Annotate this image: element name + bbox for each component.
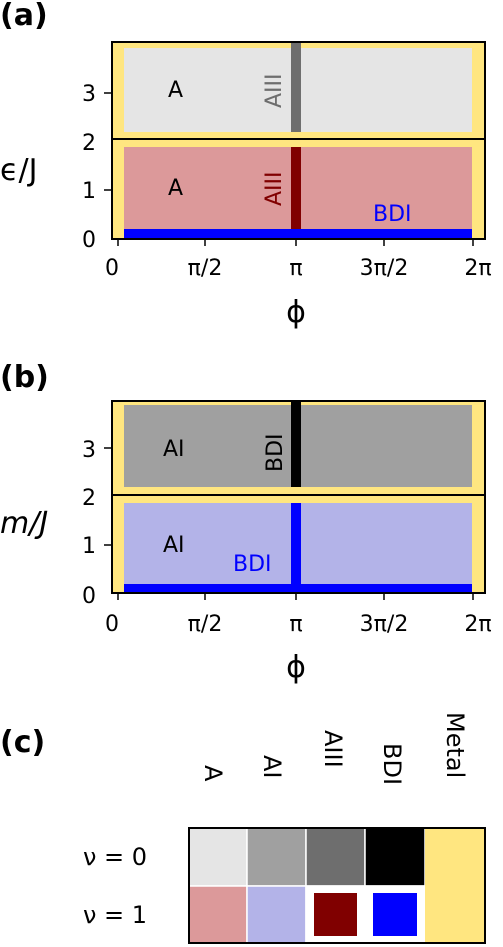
legend-col-ai: AI	[258, 755, 286, 779]
panel-a-aiii-line-nu0	[291, 42, 301, 132]
panel-a-bdi-edge	[124, 229, 472, 238]
legend-cell-bdi-nu1-swatch	[373, 893, 417, 936]
panel-a-ytick-0: 0	[82, 228, 96, 253]
panel-c-legend: (c) A AI AIII BDI Metal ν = 0 ν = 1	[0, 712, 486, 944]
panel-b-bdi-label: BDI	[233, 552, 272, 577]
legend-col-metal: Metal	[441, 712, 469, 778]
legend-row-nu1: ν = 1	[83, 901, 147, 929]
panel-b-xtick-0: 0	[105, 612, 119, 637]
panel-b-xtick-pi2: π/2	[188, 612, 223, 637]
panel-a-bottom-region-label: A	[168, 176, 183, 201]
panel-a-ytick-2: 2	[82, 131, 96, 156]
legend-cell-a-nu0	[188, 827, 248, 887]
legend-cell-ai-nu0	[246, 827, 307, 887]
panel-a-xlabel: ϕ	[286, 295, 306, 330]
panel-b-xtick-2pi: 2π	[464, 612, 491, 637]
legend-cell-bdi-nu0	[364, 827, 426, 887]
panel-a-top-region-label: A	[168, 78, 183, 103]
panel-a-aiii-line-nu1	[291, 147, 301, 229]
panel-a-top-line-label: AIII	[262, 73, 287, 108]
panel-c-label: (c)	[0, 725, 45, 760]
panel-b-xtick-pi: π	[289, 612, 302, 637]
panel-b-top-line-label: BDI	[263, 433, 288, 472]
panel-b-ytick-3: 3	[82, 438, 96, 463]
panel-a-label: (a)	[0, 0, 48, 33]
legend-cell-metal	[425, 828, 485, 943]
panel-b-xtick-3pi2: 3π/2	[360, 612, 409, 637]
legend-row-nu0: ν = 0	[83, 843, 147, 871]
panel-b-bdi-line-nu1	[291, 503, 301, 584]
legend-col-a: A	[199, 765, 227, 782]
panel-b-top-region-label: AI	[163, 437, 185, 462]
legend-cell-aiii-nu1-swatch	[314, 893, 357, 936]
panel-a-xtick-3pi2: 3π/2	[360, 256, 409, 281]
panel-a-xtick-pi2: π/2	[188, 256, 223, 281]
panel-b-ytick-2: 2	[82, 486, 96, 511]
panel-a-xtick-0: 0	[105, 256, 119, 281]
panel-a-ytick-1: 1	[82, 179, 96, 204]
legend-cell-ai-nu1	[246, 885, 307, 944]
panel-a-xtick-2pi: 2π	[464, 256, 491, 281]
panel-b-bdi-line-nu0	[291, 401, 301, 487]
panel-a-ytick-3: 3	[82, 82, 96, 107]
panel-b-ytick-0: 0	[82, 584, 96, 609]
panel-b-xticks	[117, 593, 474, 600]
panel-a-bdi-label: BDI	[373, 202, 412, 227]
panel-a-xtick-pi: π	[289, 256, 302, 281]
legend-cell-aiii-nu0	[305, 827, 366, 887]
panel-a-bottom-line-label: AIII	[262, 171, 287, 206]
panel-a-frame-bottom	[111, 138, 486, 240]
legend-cell-a-nu1	[188, 885, 248, 944]
panel-a-xticks	[117, 239, 474, 246]
panel-a-ylabel: ϵ/J	[0, 153, 37, 188]
panel-b-xlabel: ϕ	[286, 650, 306, 685]
panel-b-frame-bottom	[111, 494, 486, 594]
panel-b-bottom-region-label: AI	[163, 533, 185, 558]
panel-b-ytick-1: 1	[82, 534, 96, 559]
legend-frame	[188, 827, 486, 944]
panel-b-label: (b)	[0, 360, 49, 395]
panel-a: (a) A A AIII AIII BDI 3 2 1 0	[0, 0, 492, 330]
panel-b-ylabel: m/J	[0, 506, 48, 541]
legend-col-bdi: BDI	[378, 743, 406, 785]
panel-b-bdi-edge	[124, 584, 472, 593]
legend-col-aiii: AIII	[319, 730, 347, 768]
panel-b: (b) AI AI BDI BDI 3 2 1 0 0 π/2 π 3π/2 2	[0, 360, 492, 685]
